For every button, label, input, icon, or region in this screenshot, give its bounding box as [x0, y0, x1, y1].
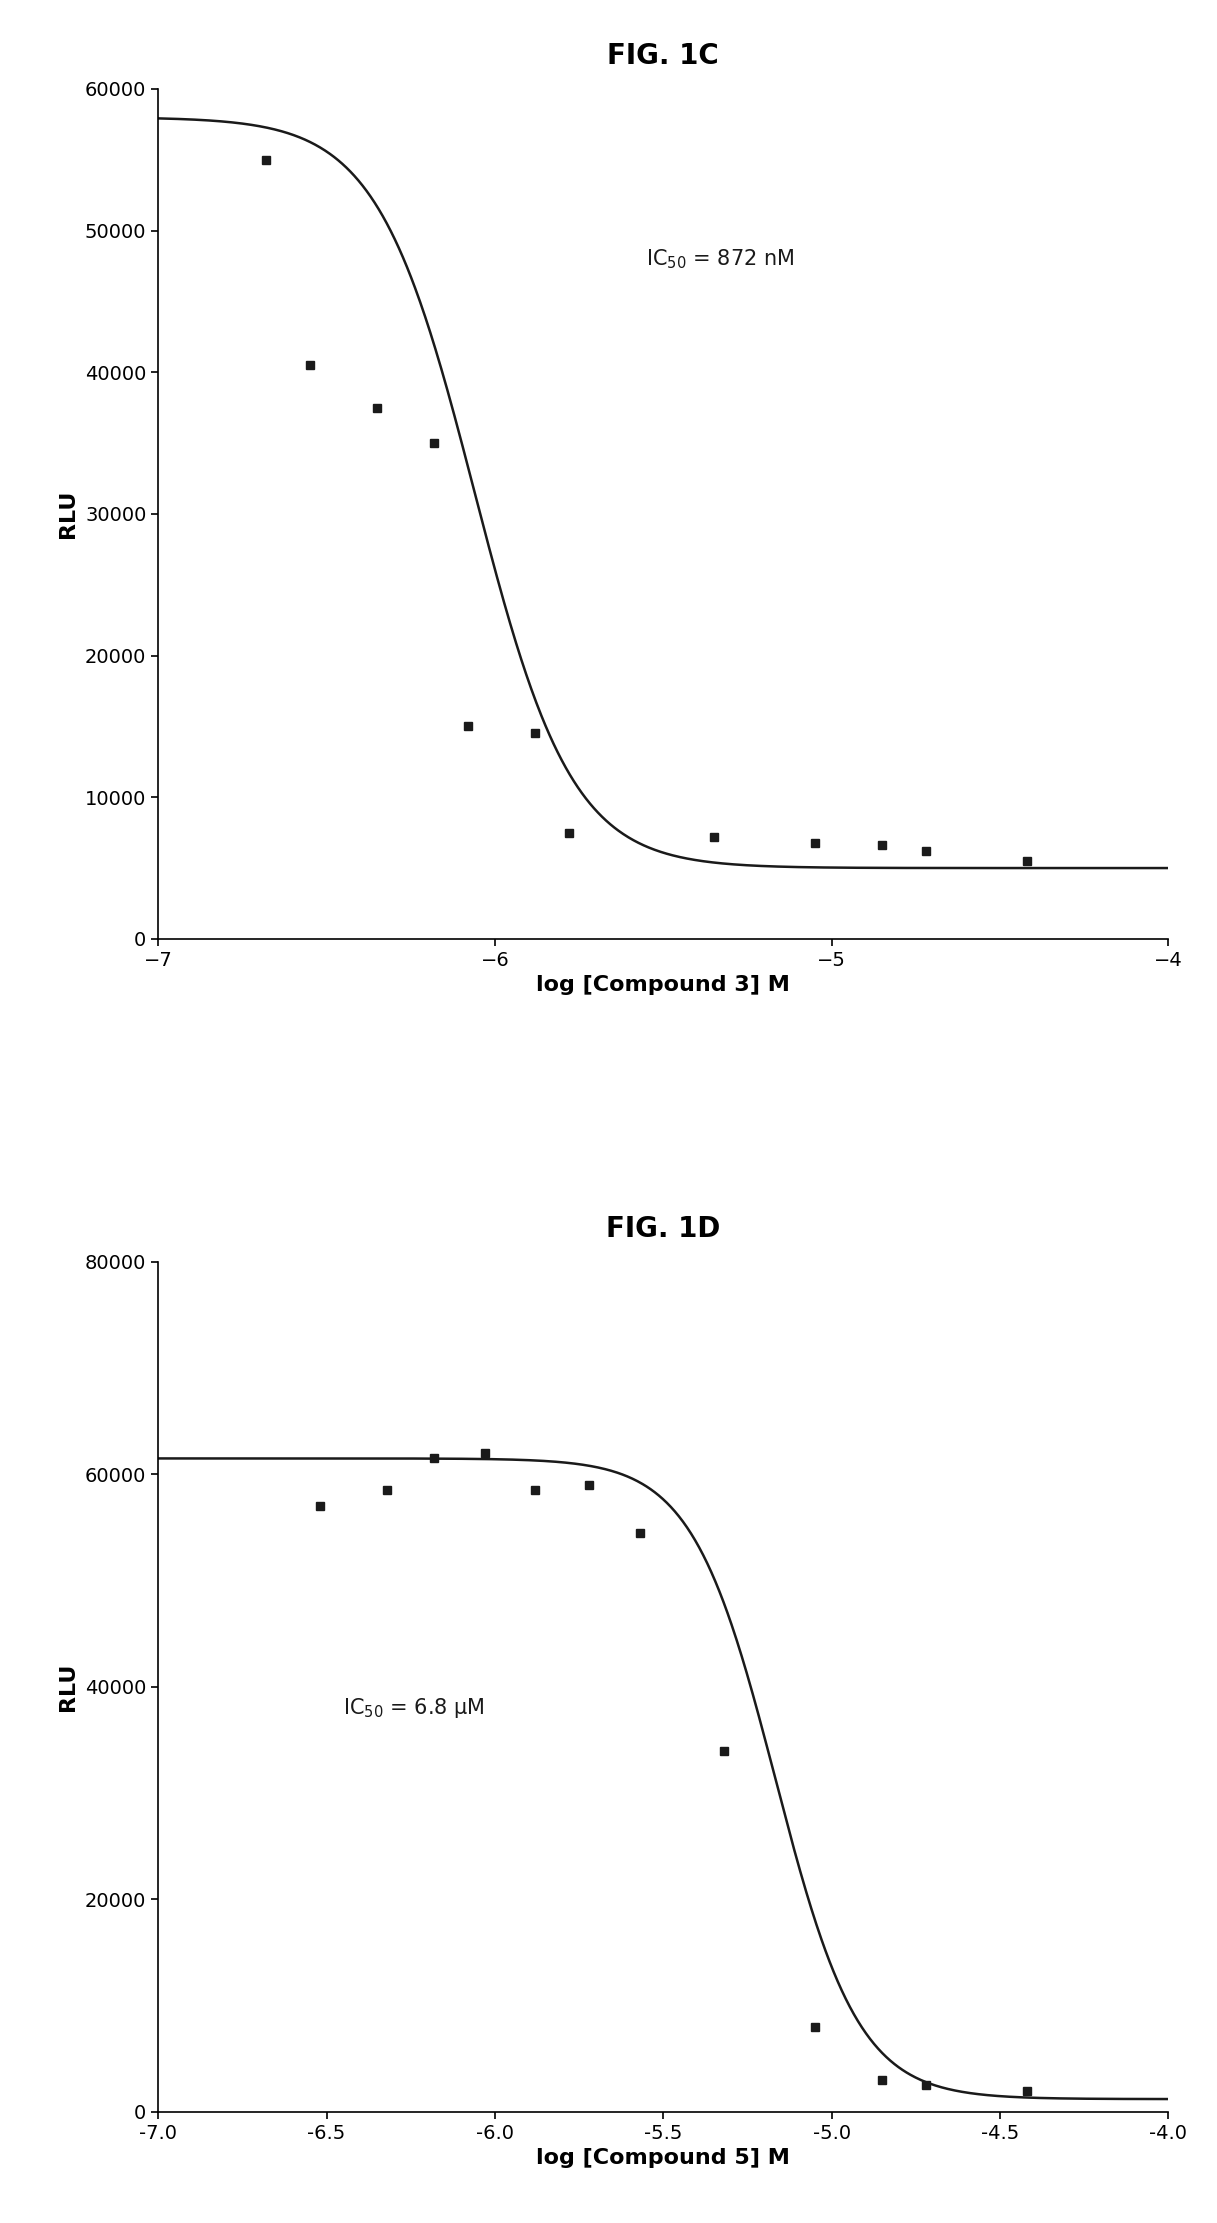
X-axis label: log [Compound 5] M: log [Compound 5] M	[537, 2147, 790, 2167]
Text: IC$_{50}$ = 6.8 μM: IC$_{50}$ = 6.8 μM	[343, 1696, 484, 1721]
Title: FIG. 1C: FIG. 1C	[607, 42, 719, 69]
Text: IC$_{50}$ = 872 nM: IC$_{50}$ = 872 nM	[646, 247, 795, 271]
Y-axis label: RLU: RLU	[58, 1663, 78, 1712]
Y-axis label: RLU: RLU	[58, 489, 78, 538]
Title: FIG. 1D: FIG. 1D	[606, 1216, 720, 1243]
X-axis label: log [Compound 3] M: log [Compound 3] M	[537, 976, 790, 996]
